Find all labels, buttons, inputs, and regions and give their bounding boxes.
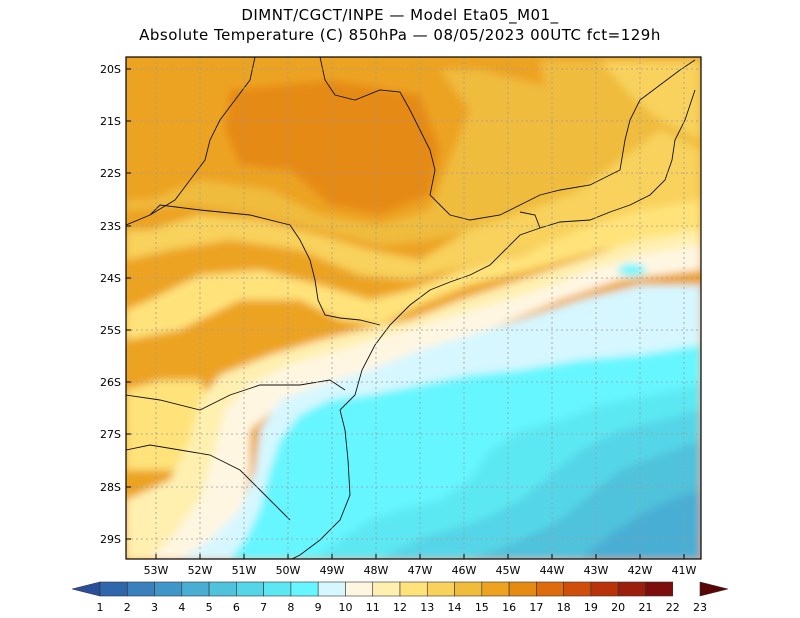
color-scale-swatch [617,581,646,597]
color-scale-label: 17 [529,601,543,614]
map-frame [125,56,702,560]
color-scale-swatch [290,581,319,597]
color-scale-swatches [71,581,729,597]
color-scale-label: 12 [393,601,407,614]
color-scale-label: 7 [260,601,267,614]
chart-title-line-1: DIMNT/CGCT/INPE — Model Eta05_M01_ [241,6,559,24]
color-scale-label: 18 [557,601,571,614]
color-scale-swatch [699,581,729,597]
color-scale-swatch [508,581,537,597]
lon-label: 48W [364,564,389,577]
color-scale-swatch [317,581,346,597]
temperature-field [126,57,701,559]
lat-label: 26S [100,376,121,389]
lat-label: 28S [100,481,121,494]
lat-label: 22S [100,167,121,180]
color-scale-swatch [345,581,374,597]
color-scale-label: 14 [448,601,462,614]
lon-label: 47W [408,564,433,577]
color-scale-label: 3 [151,601,158,614]
lat-label: 29S [100,533,121,546]
color-scale-label: 6 [233,601,240,614]
color-scale-label: 5 [206,601,213,614]
color-scale-label: 21 [638,601,652,614]
color-scale-swatch [645,581,674,597]
color-scale-swatch [208,581,237,597]
color-scale-swatch [263,581,292,597]
color-scale-swatch [236,581,264,597]
color-scale-label: 15 [475,601,489,614]
color-scale-label: 16 [502,601,516,614]
lon-label: 52W [188,564,213,577]
color-scale-labels: 1 2 3 4 5 6 7 8 9 10 11 12 13 14 15 16 17 18 19 20 21 22 23 [97,601,708,614]
color-scale-label: 4 [178,601,185,614]
lat-label: 24S [100,272,121,285]
color-scale-swatch [454,581,483,597]
color-scale-swatch [563,581,592,597]
color-scale-swatch [126,581,155,597]
lon-label: 46W [452,564,477,577]
axis-ticks [126,68,685,559]
color-scale-label: 19 [584,601,598,614]
lon-label: 44W [540,564,565,577]
lon-label: 53W [144,564,169,577]
color-scale-swatch [372,581,401,597]
color-scale-label: 9 [315,601,322,614]
chart-title-line-2: Absolute Temperature (C) 850hPa — 08/05/… [139,26,661,44]
lon-label: 49W [320,564,345,577]
lon-label: 43W [584,564,609,577]
color-scale-swatch [154,581,183,597]
lon-label: 50W [276,564,301,577]
lon-label: 42W [628,564,653,577]
color-scale-label: 11 [366,601,380,614]
lat-label: 20S [100,63,121,76]
lon-label: 51W [232,564,257,577]
color-scale-label: 13 [420,601,434,614]
lon-label: 41W [672,564,697,577]
color-scale-swatch [590,581,619,597]
color-scale-swatch [399,581,428,597]
color-scale-swatch [536,581,564,597]
color-scale-swatch [71,581,101,597]
color-scale-label: 1 [97,601,104,614]
color-scale-swatch [426,581,455,597]
lon-label: 45W [496,564,521,577]
color-scale-label: 23 [693,601,707,614]
color-scale-swatch [99,581,128,597]
color-scale-swatch [481,581,510,597]
lat-lon-grid [126,57,701,559]
color-scale-label: 10 [338,601,352,614]
lat-label: 21S [100,115,121,128]
color-scale-label: 8 [287,601,294,614]
lat-label: 27S [100,428,121,441]
color-scale-label: 22 [666,601,680,614]
lat-label: 23S [100,220,121,233]
lat-label: 25S [100,324,121,337]
color-scale-label: 20 [611,601,625,614]
color-scale-label: 2 [124,601,131,614]
color-scale-swatch [181,581,210,597]
